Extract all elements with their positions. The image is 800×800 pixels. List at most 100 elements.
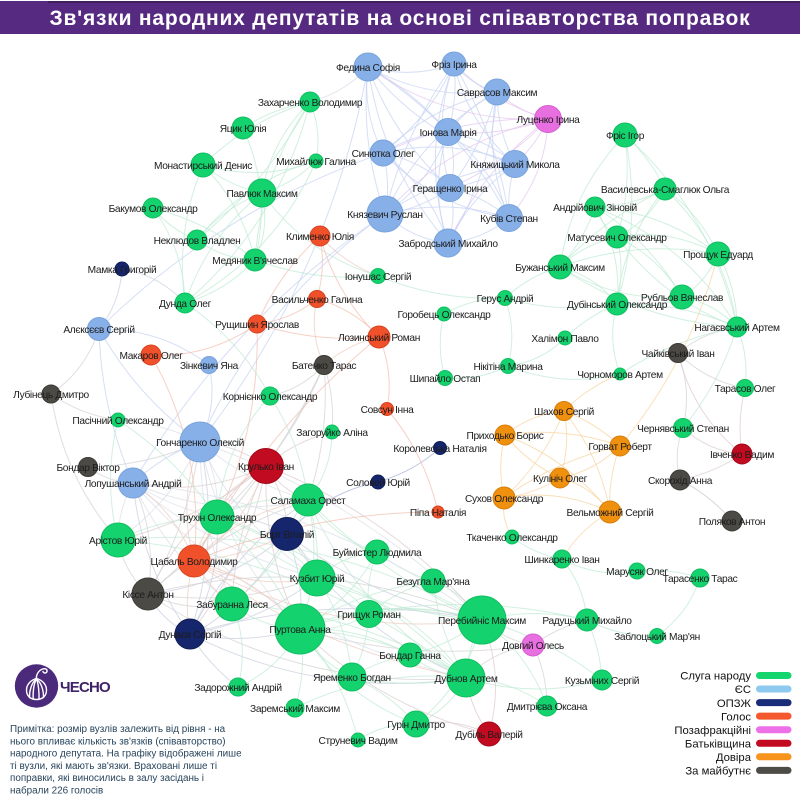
svg-text:Геращенко Ірина: Геращенко Ірина <box>413 184 488 195</box>
svg-text:Шахов Сергій: Шахов Сергій <box>534 407 594 418</box>
svg-text:Сухов Олександр: Сухов Олександр <box>465 494 544 505</box>
svg-text:Забродський Михайло: Забродський Михайло <box>398 238 498 250</box>
svg-text:Герус Андрій: Герус Андрій <box>477 294 534 305</box>
svg-text:Пасічний Олександр: Пасічний Олександр <box>72 416 164 427</box>
svg-text:Чернявський Степан: Чернявський Степан <box>637 424 729 435</box>
svg-text:ті вузли, які мають зв'язки. В: ті вузли, які мають зв'язки. Враховані л… <box>10 761 217 772</box>
svg-text:Нікітіна Марина: Нікітіна Марина <box>473 362 543 373</box>
svg-text:Ткаченко Олександр: Ткаченко Олександр <box>466 533 558 544</box>
svg-text:Тарасенко Тарас: Тарасенко Тарас <box>663 574 738 585</box>
svg-text:Іонушас Сергій: Іонушас Сергій <box>345 272 411 283</box>
svg-text:Загоруйко Аліна: Загоруйко Аліна <box>296 428 368 439</box>
svg-text:Горват Роберт: Горват Роберт <box>588 441 652 453</box>
svg-text:Дубіль Валерій: Дубіль Валерій <box>455 729 522 741</box>
svg-text:Іонова Марія: Іонова Марія <box>419 128 476 139</box>
svg-text:Совсун Інна: Совсун Інна <box>361 405 415 416</box>
svg-text:Халімон Павло: Халімон Павло <box>531 334 599 345</box>
svg-text:Бондар Віктор: Бондар Віктор <box>56 463 120 474</box>
svg-text:Мамка Григорій: Мамка Григорій <box>88 265 157 276</box>
svg-text:Слуга народу: Слуга народу <box>680 671 751 683</box>
svg-text:Цабаль Володимир: Цабаль Володимир <box>151 556 239 568</box>
svg-text:Довгий Олесь: Довгий Олесь <box>502 641 564 652</box>
svg-text:Буймістер Людмила: Буймістер Людмила <box>333 548 422 559</box>
svg-text:Корнієнко Олександр: Корнієнко Олександр <box>223 392 318 403</box>
svg-text:Павлюк Максим: Павлюк Максим <box>226 189 297 200</box>
svg-text:Батьківщина: Батьківщина <box>685 739 752 751</box>
svg-text:Лозинський Роман: Лозинський Роман <box>338 333 420 344</box>
svg-text:Синютка Олег: Синютка Олег <box>352 149 416 160</box>
svg-text:Князевич Руслан: Князевич Руслан <box>347 210 422 221</box>
svg-text:Кулініч Олег: Кулініч Олег <box>533 474 588 485</box>
svg-text:Довіра: Довіра <box>716 752 752 764</box>
svg-text:Матусевич Олександр: Матусевич Олександр <box>567 233 667 244</box>
svg-text:Безугла Мар'яна: Безугла Мар'яна <box>396 577 470 588</box>
svg-text:Борт Віталій: Борт Віталій <box>260 530 314 541</box>
svg-text:Зінкевич Яна: Зінкевич Яна <box>180 361 239 372</box>
svg-text:Вельможний Сергій: Вельможний Сергій <box>567 508 654 519</box>
svg-text:Саврасов Максим: Саврасов Максим <box>457 88 538 99</box>
svg-text:Яцик Юлія: Яцик Юлія <box>220 124 267 135</box>
svg-text:Крулько Іван: Крулько Іван <box>238 462 294 473</box>
svg-text:Рущишин Ярослав: Рущишин Ярослав <box>215 320 299 331</box>
svg-text:Дубінський Олександр: Дубінський Олександр <box>567 299 668 311</box>
svg-text:Фріс Ігор: Фріс Ігор <box>606 131 645 142</box>
svg-text:Заремський Максим: Заремський Максим <box>250 704 340 715</box>
svg-text:Бакумов Олександр: Бакумов Олександр <box>109 204 199 215</box>
svg-text:народного депутата. На графіку: народного депутата. На графіку відображе… <box>10 749 242 760</box>
svg-text:Пуртова Анна: Пуртова Анна <box>269 625 331 636</box>
svg-text:Приходько Борис: Приходько Борис <box>467 431 544 442</box>
svg-text:Струневич Вадим: Струневич Вадим <box>318 736 397 747</box>
svg-text:Медяник В'ячеслав: Медяник В'ячеслав <box>212 256 298 267</box>
svg-text:Батенко Тарас: Батенко Тарас <box>292 361 357 372</box>
svg-text:Тарасов Олег: Тарасов Олег <box>715 384 776 395</box>
svg-text:Марусяк Олег: Марусяк Олег <box>606 567 668 578</box>
svg-text:ЧЕСНО: ЧЕСНО <box>60 679 111 696</box>
svg-text:Чайківський Іван: Чайківський Іван <box>641 349 714 360</box>
svg-text:Задорожний Андрій: Задорожний Андрій <box>194 683 281 694</box>
svg-text:Примітка: розмір вузлів залежи: Примітка: розмір вузлів залежить від рів… <box>10 724 226 735</box>
svg-text:Луценко Ірина: Луценко Ірина <box>517 115 581 126</box>
svg-text:Позафракційні: Позафракційні <box>674 725 751 737</box>
svg-text:Поляков Антон: Поляков Антон <box>699 517 765 528</box>
svg-text:Васильченко Галина: Васильченко Галина <box>272 295 363 306</box>
svg-text:Королевська Наталія: Королевська Наталія <box>393 444 486 455</box>
svg-text:За майбутнє: За майбутнє <box>685 766 751 778</box>
svg-text:Заблоцький Мар'ян: Заблоцький Мар'ян <box>614 631 700 643</box>
svg-text:Андрійович Зіновій: Андрійович Зіновій <box>553 203 637 214</box>
svg-text:Яременко Богдан: Яременко Богдан <box>313 673 391 684</box>
svg-text:Лубінець Дмитро: Лубінець Дмитро <box>13 389 89 401</box>
svg-text:Скорохід Анна: Скорохід Анна <box>648 476 713 487</box>
svg-text:Зв'язки народних депутатів на: Зв'язки народних депутатів на основі спі… <box>50 7 751 30</box>
svg-text:ЄС: ЄС <box>735 684 751 696</box>
svg-text:Піпа Наталія: Піпа Наталія <box>410 508 466 519</box>
svg-text:Лопушанський Андрій: Лопушанський Андрій <box>85 479 182 490</box>
svg-text:Саламаха Орест: Саламаха Орест <box>270 496 346 507</box>
svg-text:Макаров Олег: Макаров Олег <box>119 351 183 362</box>
svg-text:Бужанський Максим: Бужанський Максим <box>515 263 605 274</box>
svg-text:Василевська-Смаглюк Ольга: Василевська-Смаглюк Ольга <box>601 185 730 196</box>
svg-text:Перебийніс Максим: Перебийніс Максим <box>438 615 526 627</box>
svg-text:Клименко Юлія: Клименко Юлія <box>286 232 354 243</box>
svg-text:Кіссе Антон: Кіссе Антон <box>122 590 173 601</box>
svg-text:поправки, які виносились в зал: поправки, які виносились в залу засідань… <box>10 773 204 784</box>
svg-text:Неклюдов Владлен: Неклюдов Владлен <box>154 236 241 247</box>
svg-text:Горобець Олександр: Горобець Олександр <box>398 309 492 321</box>
svg-text:Шинкаренко Іван: Шинкаренко Іван <box>524 555 599 566</box>
svg-text:Бондар Ганна: Бондар Ганна <box>379 651 441 662</box>
svg-text:Кузьміних Сергій: Кузьміних Сергій <box>565 676 639 687</box>
svg-text:Прощук Едуард: Прощук Едуард <box>683 250 753 261</box>
svg-text:Трухін Олександр: Трухін Олександр <box>178 513 257 524</box>
svg-text:Княжицький Микола: Княжицький Микола <box>470 160 560 171</box>
svg-text:Фріз Ірина: Фріз Ірина <box>431 60 477 71</box>
svg-text:Дунаєв Сергій: Дунаєв Сергій <box>159 630 222 641</box>
svg-text:Алєксєєв Сергій: Алєксєєв Сергій <box>63 325 134 336</box>
svg-text:Грищук Роман: Грищук Роман <box>337 610 400 621</box>
svg-text:Дубнов Артем: Дубнов Артем <box>435 673 498 685</box>
svg-text:Рубльов Вячеслав: Рубльов Вячеслав <box>641 292 723 304</box>
svg-text:Забуранна Леся: Забуранна Леся <box>196 599 268 611</box>
svg-text:Голос: Голос <box>721 711 751 723</box>
svg-text:Кузбит Юрій: Кузбит Юрій <box>290 573 345 585</box>
svg-text:Чорноморов Артем: Чорноморов Артем <box>577 370 663 381</box>
svg-text:Дмитрієва Оксана: Дмитрієва Оксана <box>507 702 588 713</box>
svg-text:Соловей Юрій: Соловей Юрій <box>346 478 410 489</box>
